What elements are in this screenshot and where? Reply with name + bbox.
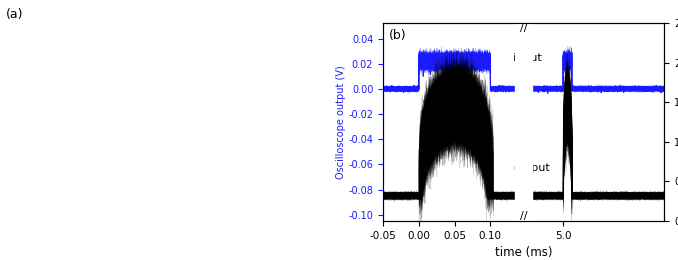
Text: //: //	[520, 23, 527, 33]
Text: (a): (a)	[5, 8, 23, 21]
Text: output: output	[513, 163, 550, 173]
X-axis label: time (ms): time (ms)	[495, 246, 553, 259]
Y-axis label: Oscilloscope output (V): Oscilloscope output (V)	[336, 65, 346, 179]
Text: //: //	[520, 211, 527, 221]
Bar	[515, 23, 532, 221]
Text: input: input	[513, 53, 542, 63]
Text: (b): (b)	[388, 29, 406, 42]
